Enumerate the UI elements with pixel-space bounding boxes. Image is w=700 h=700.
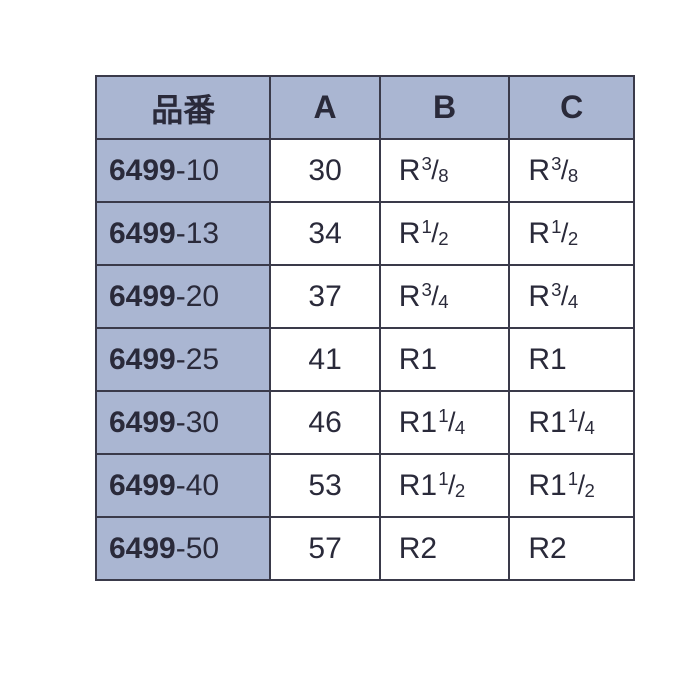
col-header-a: A bbox=[270, 76, 379, 139]
table-cell: 41 bbox=[270, 328, 379, 391]
table-cell: R2 bbox=[509, 517, 634, 580]
table-cell: R11/2 bbox=[509, 454, 634, 517]
table-cell: R1/2 bbox=[509, 202, 634, 265]
col-header-part-number: 品番 bbox=[96, 76, 270, 139]
table-row: 6499-2037R3/4R3/4 bbox=[96, 265, 634, 328]
page: 品番 A B C 6499-1030R3/8R3/86499-1334R1/2R… bbox=[0, 0, 700, 700]
spec-table: 品番 A B C 6499-1030R3/8R3/86499-1334R1/2R… bbox=[95, 75, 635, 581]
col-header-c: C bbox=[509, 76, 634, 139]
table-row: 6499-4053R11/2R11/2 bbox=[96, 454, 634, 517]
table-row: 6499-1334R1/2R1/2 bbox=[96, 202, 634, 265]
table-cell: R3/4 bbox=[509, 265, 634, 328]
table-body: 6499-1030R3/8R3/86499-1334R1/2R1/26499-2… bbox=[96, 139, 634, 580]
col-header-b: B bbox=[380, 76, 510, 139]
table-cell: 46 bbox=[270, 391, 379, 454]
table-header-row: 品番 A B C bbox=[96, 76, 634, 139]
table-cell: R3/4 bbox=[380, 265, 510, 328]
table-cell: R3/8 bbox=[509, 139, 634, 202]
table-cell: R1 bbox=[509, 328, 634, 391]
part-number-cell: 6499-50 bbox=[96, 517, 270, 580]
part-number-cell: 6499-40 bbox=[96, 454, 270, 517]
table-cell: R11/2 bbox=[380, 454, 510, 517]
table-cell: 57 bbox=[270, 517, 379, 580]
table-cell: R1/2 bbox=[380, 202, 510, 265]
part-number-cell: 6499-20 bbox=[96, 265, 270, 328]
table-cell: R11/4 bbox=[380, 391, 510, 454]
part-number-cell: 6499-13 bbox=[96, 202, 270, 265]
part-number-cell: 6499-25 bbox=[96, 328, 270, 391]
table-cell: 30 bbox=[270, 139, 379, 202]
table-cell: 37 bbox=[270, 265, 379, 328]
table-cell: R11/4 bbox=[509, 391, 634, 454]
table-cell: 34 bbox=[270, 202, 379, 265]
table-row: 6499-2541R1R1 bbox=[96, 328, 634, 391]
table-row: 6499-1030R3/8R3/8 bbox=[96, 139, 634, 202]
table-cell: 53 bbox=[270, 454, 379, 517]
table-row: 6499-5057R2R2 bbox=[96, 517, 634, 580]
table-cell: R1 bbox=[380, 328, 510, 391]
table-row: 6499-3046R11/4R11/4 bbox=[96, 391, 634, 454]
part-number-cell: 6499-10 bbox=[96, 139, 270, 202]
part-number-cell: 6499-30 bbox=[96, 391, 270, 454]
table-cell: R3/8 bbox=[380, 139, 510, 202]
table-cell: R2 bbox=[380, 517, 510, 580]
